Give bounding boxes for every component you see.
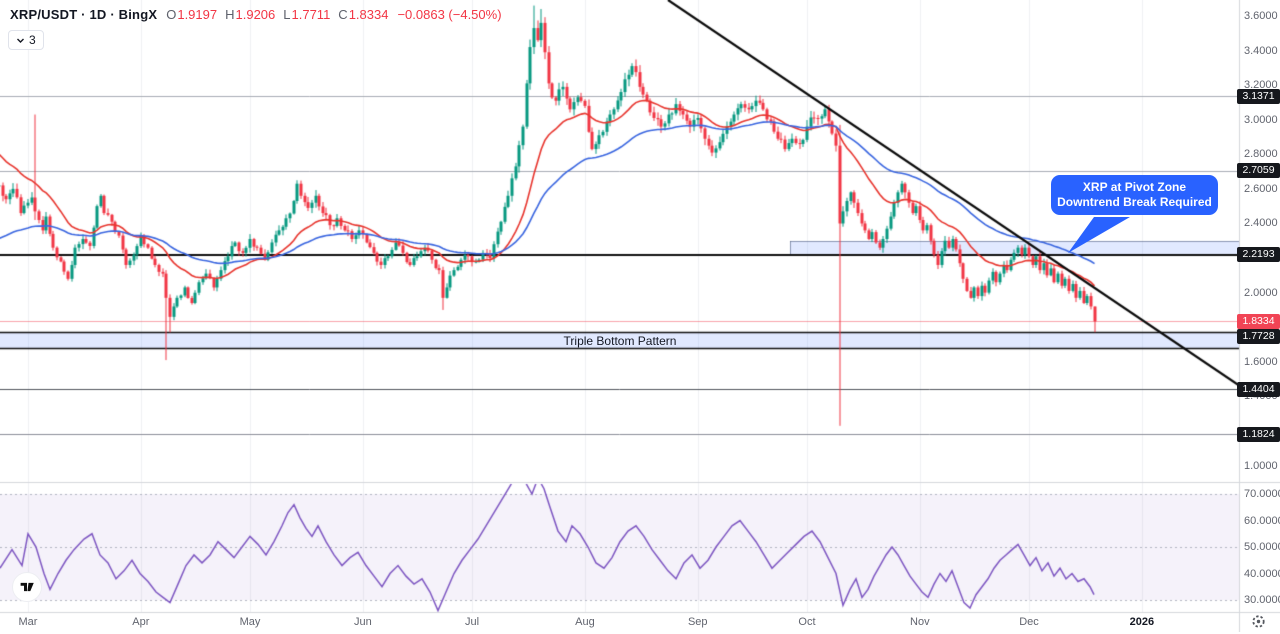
- visible-candles-count: 3: [29, 33, 36, 47]
- month-label: Nov: [910, 616, 930, 628]
- ohlc-readout: O 1.9197 H 1.9206 L 1.7711 C 1.8334: [166, 7, 388, 22]
- settings-icon[interactable]: [1251, 614, 1266, 629]
- year-label: 2026: [1129, 616, 1155, 628]
- price-tick-label: 3.4000: [1244, 44, 1278, 57]
- price-tick-label: 1.0000: [1244, 459, 1278, 472]
- month-label: Dec: [1019, 616, 1039, 628]
- price-tick-label: 1.6000: [1244, 355, 1278, 368]
- month-label: Apr: [132, 616, 150, 628]
- callout-line1: XRP at Pivot Zone: [1082, 180, 1187, 194]
- rsi-tick-label: 40.0000: [1244, 567, 1280, 580]
- price-level-badge: 2.2193: [1237, 247, 1280, 263]
- ohlc-c: C 1.8334: [338, 7, 389, 22]
- last-price-badge: 1.8334: [1237, 313, 1280, 329]
- month-label: Aug: [575, 616, 595, 628]
- price-tick-label: 3.2000: [1244, 79, 1278, 92]
- month-label: Sep: [687, 616, 708, 628]
- month-label: Jul: [465, 616, 480, 628]
- tradingview-logo[interactable]: [12, 572, 42, 602]
- price-level-badge: 1.4404: [1237, 381, 1280, 397]
- visible-candles-button[interactable]: 3: [8, 30, 44, 50]
- ohlc-h: H 1.9206: [225, 7, 276, 22]
- price-tick-label: 3.0000: [1244, 113, 1278, 126]
- symbol-header: XRP/USDT · 1D · BingX O 1.9197 H 1.9206 L 1.7…: [10, 7, 502, 22]
- price-level-badge: 1.1824: [1237, 426, 1280, 442]
- chevron-down-icon: [17, 38, 24, 43]
- rsi-tick-label: 50.0000: [1244, 541, 1280, 553]
- rsi-tick-label: 60.0000: [1244, 514, 1280, 527]
- price-tick-label: 2.6000: [1244, 182, 1278, 195]
- price-level-badge: 2.7059: [1237, 163, 1280, 179]
- ohlc-l: L 1.7711: [283, 7, 331, 22]
- month-label: Mar: [18, 616, 38, 628]
- price-tick-label: 2.0000: [1244, 286, 1278, 299]
- pivot-callout[interactable]: XRP at Pivot Zone Downtrend Break Requir…: [1051, 175, 1218, 215]
- symbol-title: XRP/USDT · 1D · BingX: [10, 7, 158, 22]
- triple-bottom-label[interactable]: Triple Bottom Pattern: [563, 334, 677, 348]
- price-tick-label: 2.8000: [1244, 148, 1278, 161]
- gear-glyph: [1252, 615, 1265, 628]
- price-level-badge: 3.1371: [1237, 88, 1280, 104]
- rsi-tick-label: 30.0000: [1244, 594, 1280, 606]
- price-tick-label: 2.4000: [1244, 217, 1278, 230]
- price-tick-label: 3.6000: [1244, 9, 1278, 22]
- month-label: Oct: [798, 616, 816, 628]
- ohlc-o: O 1.9197: [166, 7, 218, 22]
- month-label: Jun: [354, 616, 372, 628]
- rsi-tick-label: 70.0000: [1244, 488, 1280, 500]
- tradingview-icon: [20, 582, 34, 592]
- price-level-badge: 1.7728: [1237, 329, 1280, 345]
- change-readout: −0.0863 (−4.50%): [397, 7, 502, 22]
- month-label: May: [239, 616, 261, 628]
- callout-line2: Downtrend Break Required: [1057, 195, 1212, 209]
